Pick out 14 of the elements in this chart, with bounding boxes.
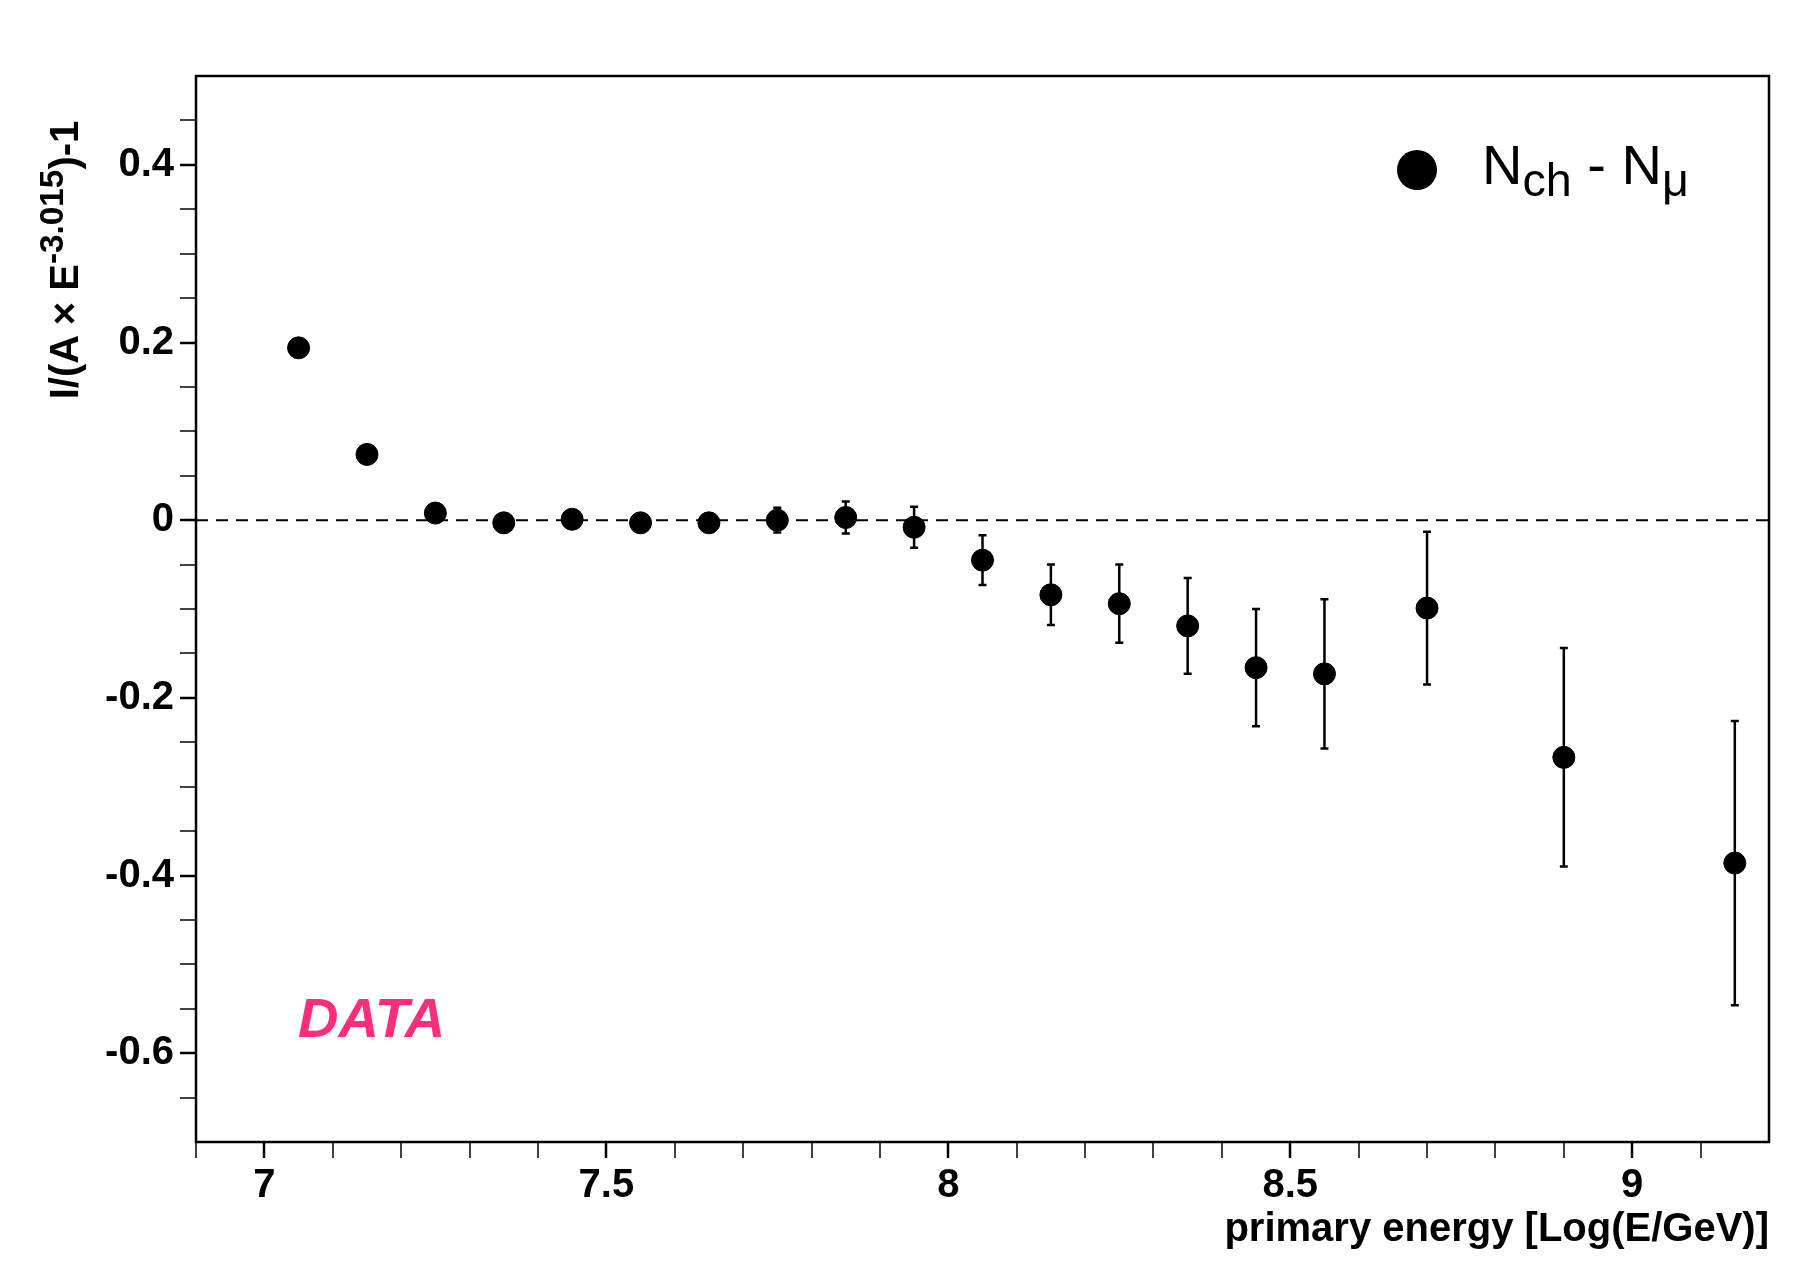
x-tick-label: 9: [1621, 1161, 1644, 1206]
y-tick-label: 0: [151, 495, 174, 540]
x-tick-label: 7: [253, 1161, 276, 1206]
y-tick-label: -0.2: [105, 672, 174, 717]
y-tick-label: 0.4: [118, 139, 175, 184]
x-tick-label: 7.5: [578, 1161, 635, 1206]
x-tick-label: 8: [937, 1161, 960, 1206]
legend-label: N$_{ch}$ - N$_{μ}$: [1482, 132, 1689, 208]
x-axis-title: primary energy [Log(E/GeV)]: [1224, 1205, 1769, 1250]
y-tick-label: 0.2: [118, 317, 174, 362]
y-tick-label: -0.6: [105, 1028, 174, 1073]
y-tick-label: -0.4: [105, 850, 175, 895]
x-tick-label: 8.5: [1262, 1161, 1319, 1206]
annotation: DATA: [298, 985, 446, 1050]
